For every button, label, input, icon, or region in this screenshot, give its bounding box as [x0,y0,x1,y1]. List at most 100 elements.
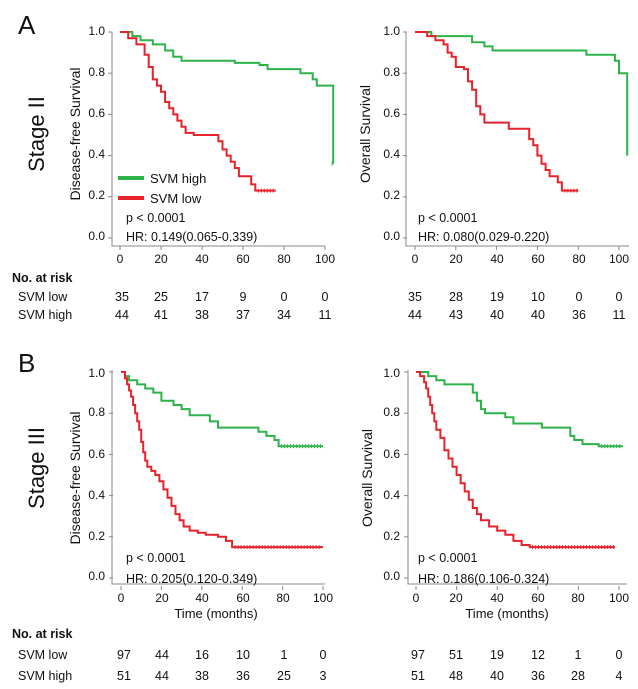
risk-count: 43 [449,308,463,322]
x-tick-label: 100 [313,591,333,605]
risk-count: 25 [154,290,168,304]
y-tick-label: 0.2 [88,529,105,543]
x-tick-label: 100 [609,591,629,605]
km-curve-svm-high [415,31,629,156]
risk-count: 10 [531,290,545,304]
risk-row-label: SVM high [18,669,72,683]
y-tick-label: 0.2 [88,188,105,202]
risk-count: 16 [195,648,209,662]
plot-stage-iii-dfs: 1.0 0.8 0.6 0.4 0.2 0.0 0 20 40 60 80 10… [67,366,333,621]
legend-label-high: SVM high [150,171,206,186]
risk-count: 48 [449,669,463,683]
y-tick-label: 1.0 [88,366,105,380]
risk-count: 35 [115,290,129,304]
axes [111,370,325,585]
tick-marks [403,31,620,250]
km-curve-svm-high [416,371,624,448]
risk-count: 3 [320,669,327,683]
km-curve-svm-low [120,31,276,192]
risk-count: 51 [449,648,463,662]
risk-count: 38 [195,669,209,683]
km-curve-svm-low [416,371,615,549]
x-tick-label: 20 [155,591,169,605]
risk-table-header: No. at risk [12,627,72,641]
risk-count: 35 [408,290,422,304]
plot-stage-ii-dfs: 1.0 0.8 0.6 0.4 0.2 0.0 0 20 40 60 80 10… [67,24,335,266]
x-tick-label: 0 [117,252,124,266]
risk-count: 0 [322,290,329,304]
risk-row-label: SVM low [18,290,68,304]
y-tick-label: 0.0 [383,569,400,583]
risk-count: 51 [411,669,425,683]
risk-count: 0 [576,290,583,304]
x-tick-label: 40 [195,252,209,266]
y-tick-label: 0.6 [88,447,105,461]
p-value: p < 0.0001 [418,551,477,565]
y-tick-label: 0.8 [88,405,105,419]
risk-row-label: SVM high [18,308,72,322]
risk-count: 11 [319,308,332,322]
y-tick-label: 0.6 [383,106,400,120]
axes [407,370,627,585]
x-tick-label: 20 [449,252,463,266]
legend-label-low: SVM low [150,191,202,206]
x-tick-label: 0 [118,591,125,605]
risk-count: 36 [236,669,250,683]
risk-count: 19 [490,648,504,662]
tick-marks [404,371,620,590]
risk-count: 40 [490,669,504,683]
y-tick-label: 0.4 [383,147,400,161]
km-curve-svm-high [121,371,323,448]
x-tick-label: 80 [276,591,290,605]
x-tick-label: 20 [154,252,168,266]
risk-count: 0 [281,290,288,304]
y-tick-label: 0.8 [383,405,400,419]
axes [111,32,325,247]
tick-marks [109,371,324,590]
risk-count: 19 [490,290,504,304]
x-tick-label: 40 [195,591,209,605]
survival-curves [120,31,335,193]
risk-table-stage-iii: No. at risk SVM low SVM high 97 44 16 10… [12,627,623,683]
km-curve-svm-high [120,31,335,164]
panel-label-a: A [18,10,36,40]
axes [405,32,629,247]
stage-ii-label: Stage II [24,96,49,172]
x-tick-label: 80 [277,252,291,266]
risk-table-header: No. at risk [12,271,72,285]
risk-count: 44 [408,308,422,322]
x-tick-label: 80 [572,252,586,266]
p-value: p < 0.0001 [418,211,477,225]
x-axis-label: Time (months) [465,606,548,621]
risk-count: 17 [195,290,209,304]
risk-count: 36 [572,308,586,322]
y-axis-label: Disease-free Survival [67,67,83,200]
plot-stage-ii-os: 1.0 0.8 0.6 0.4 0.2 0.0 0 20 40 60 80 10… [357,24,629,266]
y-tick-label: 0.4 [383,488,400,502]
y-axis-label: Overall Survival [357,85,373,183]
survival-curves [416,371,624,550]
y-tick-label: 0.0 [88,569,105,583]
y-axis-label: Overall Survival [359,429,375,527]
survival-curves [415,31,629,193]
risk-count: 36 [531,669,545,683]
risk-table-stage-ii: No. at risk SVM low SVM high 35 25 17 9 … [12,271,626,322]
risk-count: 12 [531,648,545,662]
y-tick-label: 1.0 [383,366,400,380]
x-tick-label: 20 [449,591,463,605]
y-tick-label: 0.6 [383,447,400,461]
risk-count: 0 [616,648,623,662]
risk-count: 34 [277,308,291,322]
risk-count: 44 [115,308,129,322]
risk-count: 51 [117,669,131,683]
y-tick-label: 0.2 [383,529,400,543]
x-tick-label: 100 [609,252,629,266]
risk-count: 40 [490,308,504,322]
hazard-ratio: HR: 0.149(0.065-0.339) [126,230,257,244]
x-axis-label: Time (months) [174,606,257,621]
km-curve-svm-low [415,31,579,192]
x-tick-label: 60 [531,252,545,266]
risk-count: 28 [571,669,585,683]
risk-count: 97 [117,648,131,662]
